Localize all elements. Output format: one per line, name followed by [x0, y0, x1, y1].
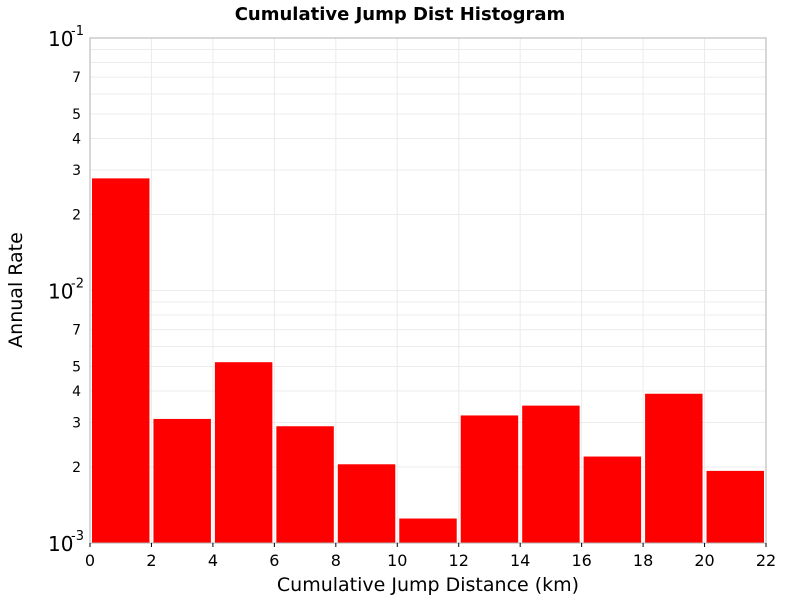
y-tick-label: 5 — [72, 107, 81, 123]
y-tick-label: 7 — [72, 70, 81, 86]
x-tick-label: 16 — [571, 551, 591, 570]
x-axis-label: Cumulative Jump Distance (km) — [277, 574, 579, 596]
y-tick-label: 3 — [72, 416, 81, 432]
y-decade-tick-exponent: -3 — [71, 529, 84, 544]
y-tick-label: 2 — [72, 460, 81, 476]
x-tick-label: 12 — [449, 551, 469, 570]
x-tick-label: 6 — [269, 551, 279, 570]
grid-lines — [90, 38, 766, 543]
y-tick-label: 7 — [72, 323, 81, 339]
histogram-bar — [706, 470, 764, 543]
y-decade-tick-exponent: -1 — [71, 24, 84, 39]
histogram-bar — [522, 405, 580, 543]
histogram-bar — [214, 362, 273, 543]
histogram-bar — [645, 393, 703, 543]
y-decade-tick-exponent: -2 — [71, 277, 84, 292]
plot-frame — [89, 37, 767, 544]
y-tick-label: 4 — [72, 384, 81, 400]
x-tick-label: 14 — [510, 551, 530, 570]
x-tick-label: 8 — [331, 551, 341, 570]
x-tick-label: 2 — [146, 551, 156, 570]
histogram-bar — [337, 464, 396, 543]
x-tick-label: 20 — [694, 551, 714, 570]
x-tick-label: 22 — [756, 551, 776, 570]
histogram-bar — [276, 426, 334, 543]
x-tick-label: 10 — [387, 551, 407, 570]
x-tick-label: 18 — [633, 551, 653, 570]
y-decade-tick-base: 10 — [48, 280, 73, 304]
histogram-bar — [92, 178, 150, 543]
y-tick-label: 4 — [72, 131, 81, 147]
bars — [92, 178, 764, 543]
y-decade-tick-base: 10 — [48, 27, 73, 51]
x-axis-ticks: 0 2 4 6 8 10 12 14 16 18 20 22 — [85, 543, 776, 570]
histogram-bar — [153, 418, 211, 543]
x-tick-label: 4 — [208, 551, 218, 570]
histogram-bar — [583, 456, 642, 543]
y-decade-tick-base: 10 — [48, 532, 73, 556]
y-tick-label: 2 — [72, 207, 81, 223]
y-tick-label: 5 — [72, 360, 81, 376]
y-axis-label: Annual Rate — [5, 232, 27, 348]
histogram-bar — [460, 415, 519, 543]
chart-title: Cumulative Jump Dist Histogram — [235, 4, 566, 25]
x-tick-label: 0 — [85, 551, 95, 570]
histogram-bar — [399, 518, 457, 543]
y-tick-label: 3 — [72, 163, 81, 179]
